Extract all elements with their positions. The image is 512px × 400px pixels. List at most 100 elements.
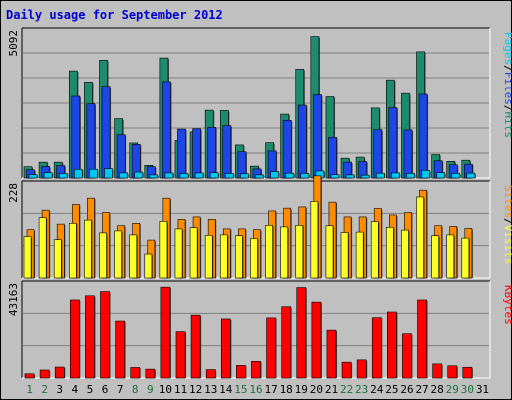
hits-files-pages-legend-item: / (502, 65, 512, 72)
sites-visits-bar-sites-10 (159, 221, 168, 279)
x-tick-20: 20 (310, 383, 323, 396)
hits-files-pages-bar-files-25 (388, 107, 398, 179)
kbytes-bar-kbytes-9 (145, 368, 156, 379)
sites-visits-bar-sites-12 (189, 227, 198, 279)
kbytes-bar-kbytes-14 (220, 318, 231, 379)
kbytes-max-label: 43163 (7, 283, 20, 316)
kbytes-bar-kbytes-16 (251, 361, 261, 379)
hits-files-pages-bar-pages-22 (345, 174, 355, 179)
hits-files-pages-legend-item: Pages (502, 32, 512, 65)
hits-files-pages-legend-item: Hits (502, 112, 512, 139)
x-tick-9: 9 (147, 383, 154, 396)
sites-visits-bar-sites-9 (144, 253, 153, 279)
hits-files-pages-bar-pages-18 (285, 172, 295, 179)
hits-files-pages-bar-pages-29 (451, 173, 461, 179)
hits-files-pages-bar-pages-25 (391, 172, 400, 179)
kbytes-bar-kbytes-5 (85, 295, 95, 379)
hits-files-pages-bar-pages-13 (209, 172, 219, 179)
x-tick-13: 13 (204, 383, 217, 396)
sites-visits-bar-sites-26 (401, 229, 409, 279)
hits-files-pages-bar-pages-1 (28, 174, 38, 179)
sites-visits-bar-sites-28 (431, 235, 440, 279)
kbytes-bar-kbytes-15 (236, 365, 246, 379)
sites-visits-bar-sites-11 (174, 228, 183, 279)
sites-visits-legend-item: / (502, 218, 512, 225)
kbytes-bar-kbytes-20 (311, 301, 322, 379)
hits-files-pages-bar-files-5 (86, 103, 96, 179)
kbytes-bar-kbytes-8 (130, 367, 141, 379)
x-tick-28: 28 (431, 383, 444, 396)
kbytes-bar-kbytes-11 (175, 331, 186, 379)
kbytes-bar-kbytes-22 (341, 361, 352, 379)
x-tick-26: 26 (400, 383, 413, 396)
hits-files-pages-bar-files-11 (177, 128, 186, 179)
x-tick-19: 19 (295, 383, 308, 396)
sites-visits-bar-sites-22 (340, 232, 349, 279)
kbytes-bar-kbytes-4 (69, 299, 80, 379)
hits-files-pages-bar-pages-12 (194, 172, 204, 179)
sites-visits-bar-sites-13 (204, 234, 213, 279)
hits-files-pages-bar-pages-27 (421, 170, 430, 179)
sites-visits-bar-sites-21 (325, 225, 334, 279)
x-tick-15: 15 (234, 383, 247, 396)
kbytes-bar-kbytes-21 (326, 329, 337, 379)
x-tick-6: 6 (102, 383, 109, 396)
x-tick-11: 11 (174, 383, 187, 396)
x-tick-1: 1 (26, 383, 33, 396)
kbytes-bar-kbytes-10 (160, 286, 171, 379)
hits-files-pages-bar-files-18 (282, 120, 292, 179)
kbytes-bar-kbytes-1 (24, 373, 35, 379)
sites-visits-bar-sites-1 (23, 236, 32, 279)
kbytes-bar-kbytes-18 (281, 306, 292, 379)
hits-files-pages-bar-files-6 (101, 86, 111, 179)
sites-visits-legend-item: Visits (502, 225, 512, 265)
hits-files-pages-bar-files-19 (297, 104, 307, 179)
hits-files-pages-bar-files-14 (222, 125, 232, 179)
x-tick-29: 29 (446, 383, 459, 396)
sites-visits-max-label: 228 (7, 183, 20, 203)
x-tick-31: 31 (476, 383, 489, 396)
hits-files-pages-bar-pages-15 (240, 173, 249, 179)
kbytes-bar-kbytes-29 (447, 365, 458, 379)
hits-files-pages-bar-files-12 (192, 128, 201, 179)
kbytes-bar-kbytes-30 (462, 366, 473, 379)
hits-files-pages-bar-files-13 (207, 127, 217, 179)
hits-files-pages-bar-files-26 (403, 129, 413, 179)
sites-visits-bar-sites-25 (386, 227, 394, 279)
sites-visits-bar-sites-4 (68, 223, 77, 279)
kbytes-bar-kbytes-6 (100, 291, 110, 379)
sites-visits-bar-sites-23 (355, 231, 364, 279)
hits-files-pages-bar-pages-17 (270, 171, 279, 179)
hits-files-pages-bar-pages-14 (224, 173, 234, 179)
hits-files-pages-bar-pages-9 (149, 174, 159, 179)
x-tick-4: 4 (72, 383, 79, 396)
sites-visits-bar-sites-30 (461, 237, 470, 279)
sites-visits-bar-sites-17 (265, 225, 273, 279)
hits-files-pages-bar-pages-6 (104, 168, 113, 179)
hits-files-pages-legend: Pages/Files/Hits (502, 32, 512, 138)
x-tick-17: 17 (264, 383, 277, 396)
x-tick-12: 12 (189, 383, 202, 396)
hits-files-pages-bar-pages-21 (330, 174, 340, 179)
hits-files-pages-bar-pages-4 (73, 168, 83, 179)
kbytes-bar-kbytes-24 (371, 317, 382, 379)
hits-files-pages-bar-pages-23 (360, 174, 370, 179)
sites-visits-bar-sites-7 (114, 230, 122, 279)
kbytes-legend-item: KBytes (502, 285, 512, 325)
hits-files-pages-bar-files-27 (418, 93, 428, 179)
chart-title: Daily usage for September 2012 (6, 8, 223, 22)
x-tick-5: 5 (87, 383, 94, 396)
x-tick-7: 7 (117, 383, 124, 396)
hits-files-pages-bar-files-7 (116, 134, 126, 179)
kbytes-bar-kbytes-3 (54, 366, 65, 379)
kbytes-bar-kbytes-13 (205, 369, 216, 379)
hits-files-pages-bar-pages-3 (58, 173, 68, 179)
x-tick-10: 10 (159, 383, 172, 396)
hits-files-pages-legend-item: Files (502, 72, 512, 105)
x-tick-3: 3 (56, 383, 63, 396)
hits-files-pages-bar-pages-11 (179, 173, 189, 179)
hits-files-pages-bar-files-20 (313, 94, 322, 179)
sites-visits-bar-sites-3 (53, 239, 62, 279)
sites-visits-bar-sites-14 (219, 234, 228, 279)
